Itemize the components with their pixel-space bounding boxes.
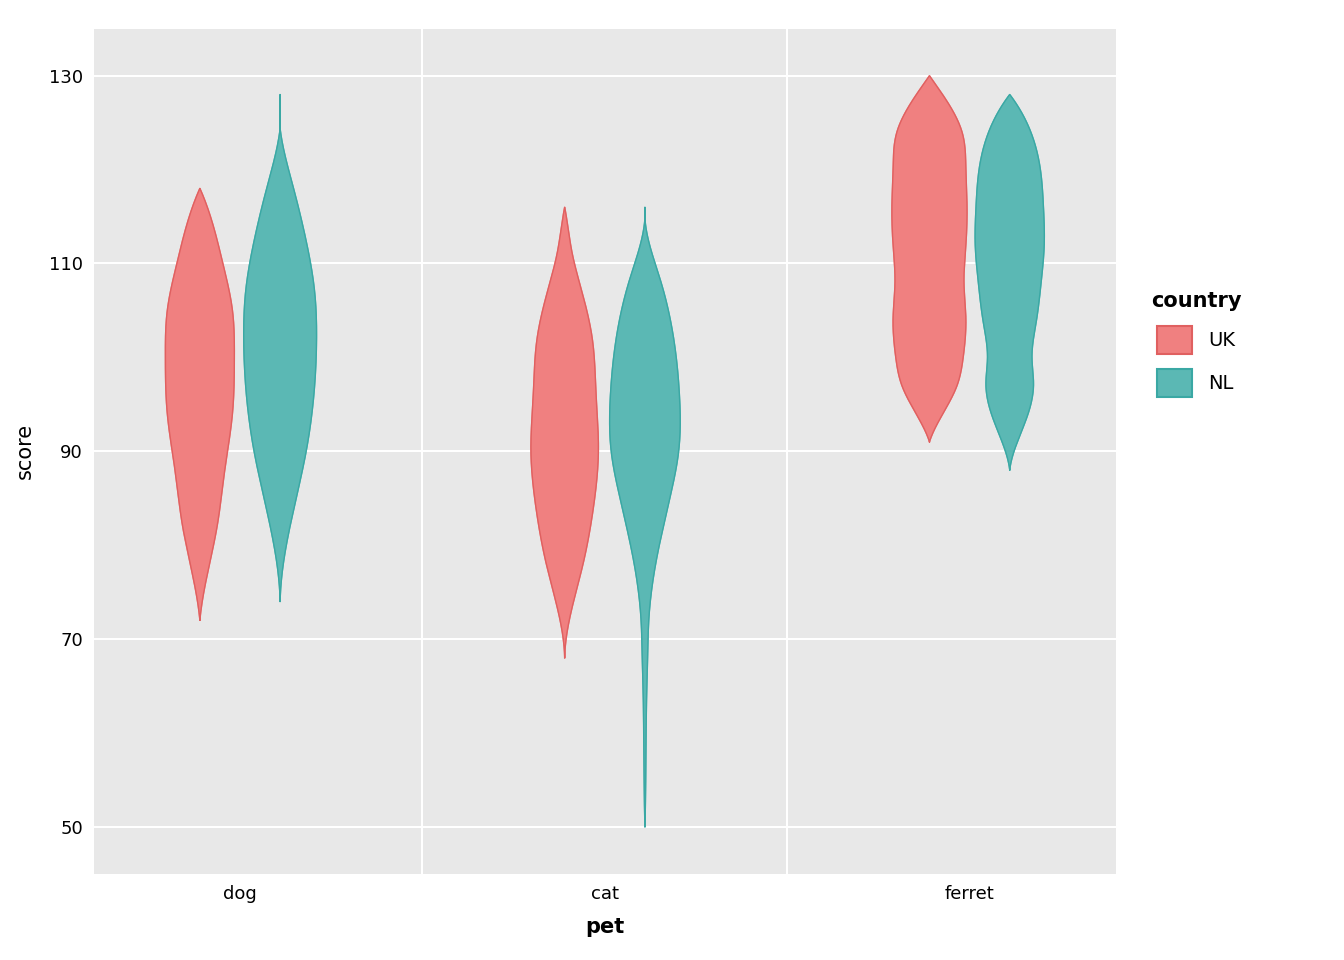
X-axis label: pet: pet bbox=[585, 917, 625, 937]
Polygon shape bbox=[531, 207, 598, 658]
Polygon shape bbox=[165, 188, 234, 620]
Polygon shape bbox=[892, 76, 968, 442]
Polygon shape bbox=[976, 94, 1044, 470]
Y-axis label: score: score bbox=[15, 423, 35, 479]
Polygon shape bbox=[610, 207, 680, 827]
Legend: UK, NL: UK, NL bbox=[1136, 276, 1257, 412]
Polygon shape bbox=[243, 94, 317, 601]
